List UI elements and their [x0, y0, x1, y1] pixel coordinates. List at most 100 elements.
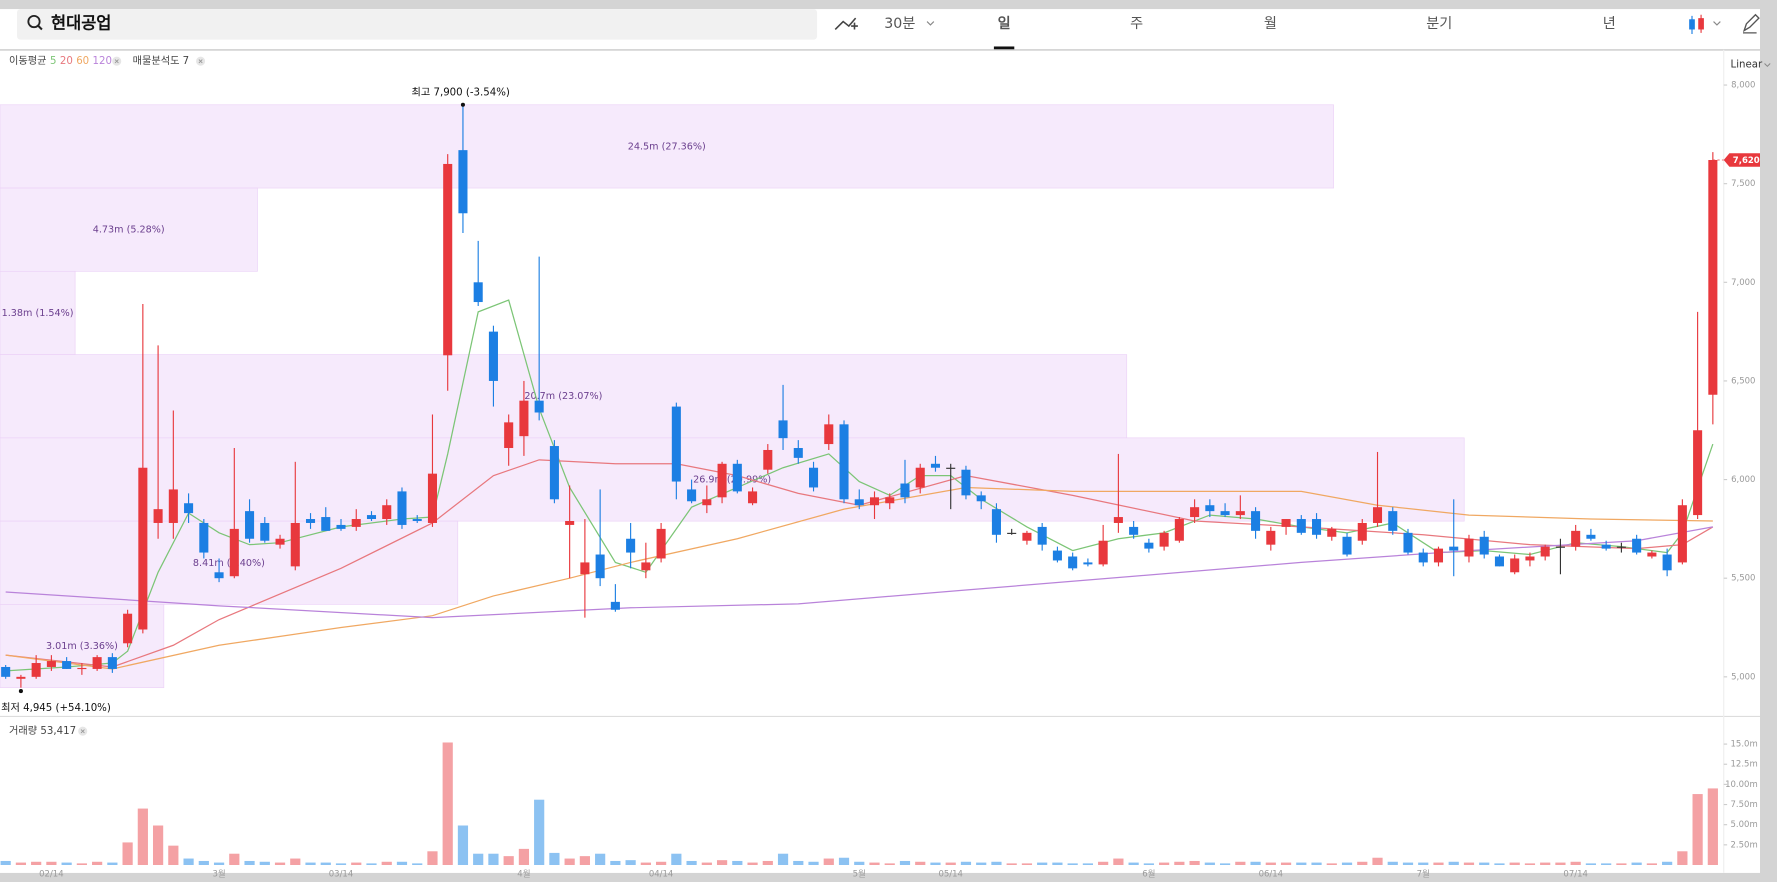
candle-body [1571, 530, 1581, 547]
period-tab[interactable]: 년 [1603, 16, 1616, 32]
x-tick-label: 6월 [1142, 869, 1155, 880]
volume-title: 거래량 53,417 [9, 725, 76, 737]
volume-bar [1357, 861, 1368, 865]
volume-bar [1677, 851, 1688, 865]
candle-body [641, 562, 651, 571]
x-tick-label: 7월 [1417, 869, 1430, 880]
volume-bar [259, 861, 270, 865]
chevron [1764, 63, 1771, 68]
volume-bar [290, 858, 301, 865]
period-tab[interactable]: 월 [1264, 16, 1277, 32]
y-tick-label: 7,000 [1731, 278, 1755, 288]
volume-bar [686, 860, 697, 865]
chart-type-icon[interactable] [1689, 14, 1721, 35]
volume-bar [1540, 862, 1551, 865]
drawing-tool-icon[interactable] [834, 17, 858, 31]
volume-bar [976, 862, 987, 865]
close-icon[interactable] [112, 56, 122, 66]
volume-bar [381, 861, 392, 865]
volume-bar [960, 861, 972, 865]
volume-bar [823, 858, 834, 865]
x-tick-label: 4월 [517, 869, 530, 880]
volume-bar [564, 858, 575, 865]
volume-bar [152, 825, 164, 865]
candle-body [1159, 532, 1169, 547]
candle-body [473, 282, 483, 303]
period-tab[interactable]: 분기 [1426, 16, 1452, 32]
y-tick-label: 12.5m [1731, 760, 1758, 770]
candle-body [1235, 511, 1245, 516]
candle-body [412, 519, 422, 521]
candle-body [1174, 519, 1184, 541]
ma-legend: 이동평균 5 20 60 120 [9, 55, 112, 67]
candle-body [1494, 556, 1504, 567]
candle-body [885, 497, 895, 504]
volume-bar [76, 863, 87, 865]
candle-body [1510, 558, 1520, 573]
search-text[interactable]: 현대공업 [51, 13, 111, 32]
candle-body [1083, 562, 1093, 565]
candle-body [549, 446, 559, 500]
y-tick-label: 7.50m [1731, 800, 1758, 810]
volume-bar [1524, 863, 1536, 865]
candle-body [656, 528, 666, 559]
close-x [80, 729, 85, 734]
candle-body [336, 524, 346, 529]
candle-body [748, 491, 758, 504]
candle-body [1037, 526, 1047, 545]
close-icon[interactable] [78, 726, 88, 736]
y-tick-label: 7,500 [1731, 179, 1755, 189]
volume-bar [1082, 863, 1094, 865]
candle-body [976, 495, 986, 502]
candle-body [915, 467, 925, 488]
period-tabs: 30분 일 주 월 분기 년 [884, 16, 1616, 50]
candle-body [1372, 507, 1383, 523]
candle-body [1, 666, 11, 677]
candle-body [138, 467, 148, 630]
icon-part [1689, 19, 1695, 30]
x-tick-label: 03/14 [329, 870, 353, 880]
volume-bar [244, 860, 255, 865]
candle-body [824, 424, 834, 445]
candle-body [305, 519, 316, 523]
candle-body [565, 520, 575, 525]
candle-body [184, 503, 194, 514]
volume-bar [1402, 862, 1414, 865]
search-icon [27, 14, 41, 29]
high-marker [460, 102, 465, 107]
search-box[interactable] [16, 9, 818, 40]
volume-bar [1113, 858, 1124, 865]
period-tab[interactable]: 일 [998, 16, 1011, 32]
volume-bar [1296, 862, 1307, 865]
volume-bar [1128, 862, 1139, 865]
plot-area: 24.5m (27.36%) 4.73m (5.28%) 1.38m (1.54%)… [0, 81, 1761, 880]
close-icon[interactable] [196, 56, 206, 66]
x-tick-label: 05/14 [938, 870, 962, 880]
candle-body [260, 522, 270, 541]
volume-bar [762, 860, 773, 865]
volume-bar [46, 861, 57, 865]
volume-bar [777, 853, 789, 865]
volume-bar [869, 862, 880, 865]
candle-body [1662, 554, 1672, 571]
pencil-icon[interactable] [1742, 13, 1760, 34]
candle-body [763, 449, 773, 470]
high-label: 최고 7,900 (-3.54%) [412, 86, 510, 98]
volume-bar [899, 860, 911, 865]
candle-body [1540, 546, 1550, 557]
close-x [198, 59, 203, 64]
volume-bar [1631, 862, 1642, 865]
volume-bar [1219, 863, 1231, 865]
x-tick-label: 06/14 [1259, 870, 1283, 880]
scale-toggle[interactable]: Linear [1731, 60, 1763, 71]
candle-body [1418, 552, 1428, 563]
period-tab[interactable]: 30분 [884, 16, 915, 32]
candle-body [77, 667, 87, 670]
candle-body [991, 509, 1001, 535]
candle-body [1266, 530, 1276, 545]
volume-bar [1098, 861, 1109, 865]
candle-body [443, 163, 453, 356]
candle-body [1616, 546, 1626, 548]
period-tab[interactable]: 주 [1130, 16, 1143, 32]
candle-body [1449, 546, 1459, 551]
